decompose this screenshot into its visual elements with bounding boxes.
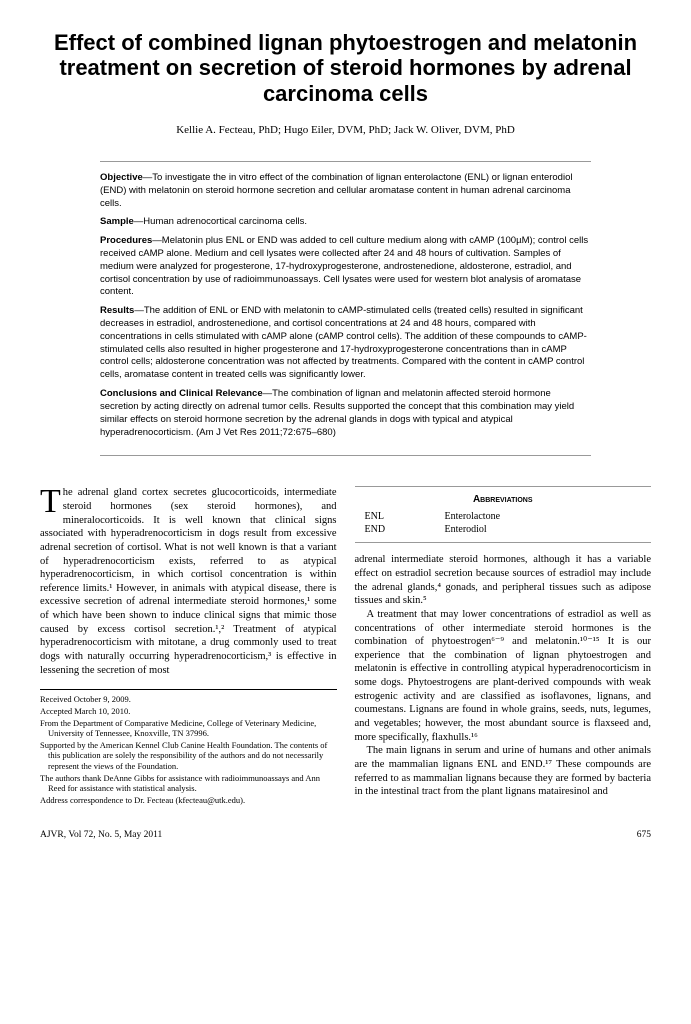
authors: Kellie A. Fecteau, PhD; Hugo Eiler, DVM,… <box>40 124 651 136</box>
abbreviations-box: Abbreviations ENL Enterolactone END Ente… <box>355 486 652 543</box>
results-label: Results <box>100 305 134 316</box>
abbrev-value: Enterodiol <box>445 523 487 536</box>
footer-journal: AJVR, Vol 72, No. 5, May 2011 <box>40 830 162 840</box>
procedures-text: —Melatonin plus ENL or END was added to … <box>100 235 588 297</box>
body-para-4: The main lignans in serum and urine of h… <box>355 744 652 799</box>
procedures-label: Procedures <box>100 235 152 246</box>
footnote-address: Address correspondence to Dr. Fecteau (k… <box>40 795 337 806</box>
column-right: Abbreviations ENL Enterolactone END Ente… <box>355 486 652 806</box>
column-left: The adrenal gland cortex secretes glucoc… <box>40 486 337 806</box>
abbrev-row: ENL Enterolactone <box>365 510 652 523</box>
objective-label: Objective <box>100 172 143 183</box>
abbrev-key: END <box>365 523 445 536</box>
conclusions-label: Conclusions and Clinical Relevance <box>100 388 263 399</box>
footnote-support: Supported by the American Kennel Club Ca… <box>40 740 337 772</box>
article-title: Effect of combined lignan phytoestrogen … <box>40 30 651 106</box>
footnote-accepted: Accepted March 10, 2010. <box>40 706 337 717</box>
body-para-1: The adrenal gland cortex secretes glucoc… <box>40 486 337 677</box>
abbrev-key: ENL <box>365 510 445 523</box>
dropcap: T <box>40 486 63 516</box>
abbrev-value: Enterolactone <box>445 510 501 523</box>
objective-text: —To investigate the in vitro effect of t… <box>100 172 572 209</box>
footnote-received: Received October 9, 2009. <box>40 694 337 705</box>
abbrev-row: END Enterodiol <box>365 523 652 536</box>
abstract-box: Objective—To investigate the in vitro ef… <box>100 161 591 456</box>
sample-label: Sample <box>100 216 134 227</box>
body-para-2: adrenal intermediate steroid hormones, a… <box>355 553 652 608</box>
footnote-thanks: The authors thank DeAnne Gibbs for assis… <box>40 773 337 794</box>
body-para-1-text: he adrenal gland cortex secretes glucoco… <box>40 487 337 675</box>
page-footer: AJVR, Vol 72, No. 5, May 2011 675 <box>0 822 691 850</box>
footnote-dept: From the Department of Comparative Medic… <box>40 718 337 739</box>
footer-page-number: 675 <box>637 830 651 840</box>
abbreviations-title: Abbreviations <box>355 493 652 506</box>
results-text: —The addition of ENL or END with melaton… <box>100 305 587 380</box>
sample-text: —Human adrenocortical carcinoma cells. <box>134 216 307 227</box>
body-para-3: A treatment that may lower concentration… <box>355 608 652 744</box>
footnotes: Received October 9, 2009. Accepted March… <box>40 689 337 805</box>
